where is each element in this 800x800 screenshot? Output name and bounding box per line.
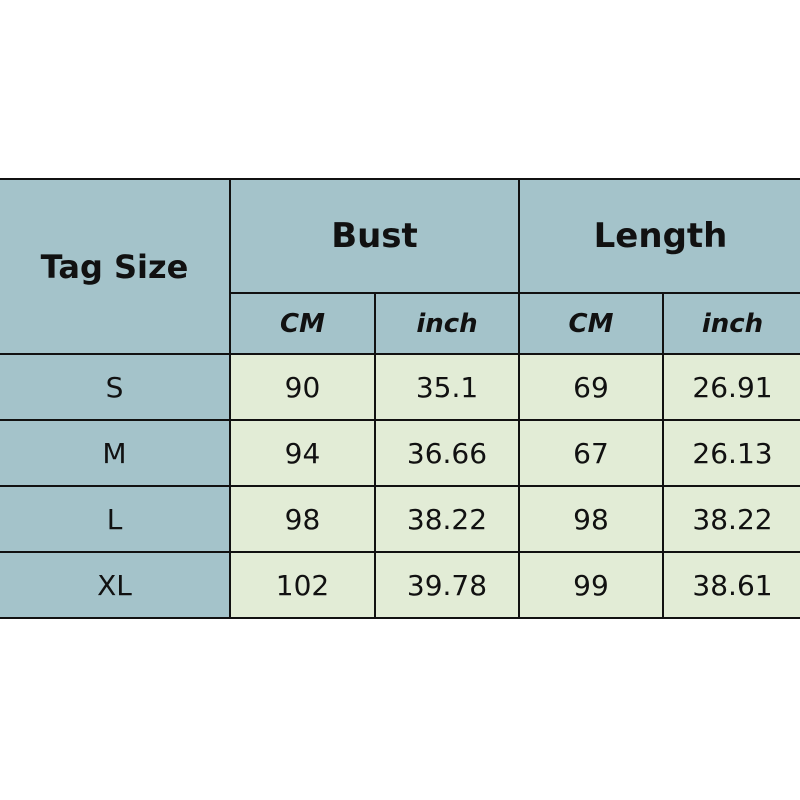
length-header: Length: [517, 178, 800, 294]
value-cell: 94: [229, 419, 376, 487]
bust-header: Bust: [229, 178, 520, 294]
value-cell: 102: [229, 551, 376, 619]
unit-header: inch: [661, 292, 800, 355]
value-cell: 39.78: [374, 551, 520, 619]
size-chart-table: Tag Size Bust Length CM inch CM inch S 9…: [0, 178, 800, 619]
value-cell: 90: [229, 353, 376, 421]
value-cell: 38.61: [661, 551, 800, 619]
size-cell: L: [0, 485, 231, 553]
unit-header: CM: [230, 292, 376, 355]
table-row: S 90 35.1 69 26.91: [0, 353, 800, 421]
size-cell: S: [0, 353, 231, 421]
value-cell: 35.1: [374, 353, 520, 421]
value-cell: 38.22: [374, 485, 520, 553]
value-cell: 98: [229, 485, 376, 553]
value-cell: 36.66: [374, 419, 520, 487]
value-cell: 99: [518, 551, 664, 619]
unit-header: CM: [518, 292, 664, 355]
tag-size-header: Tag Size: [0, 178, 231, 355]
value-cell: 26.13: [661, 419, 800, 487]
value-cell: 26.91: [661, 353, 800, 421]
table-row: L 98 38.22 98 38.22: [0, 485, 800, 553]
value-cell: 67: [518, 419, 664, 487]
table-row: XL 102 39.78 99 38.61: [0, 551, 800, 619]
size-cell: M: [0, 419, 231, 487]
table-row: M 94 36.66 67 26.13: [0, 419, 800, 487]
value-cell: 38.22: [661, 485, 800, 553]
value-cell: 98: [518, 485, 664, 553]
size-cell: XL: [0, 551, 231, 619]
value-cell: 69: [518, 353, 664, 421]
unit-header: inch: [374, 292, 520, 355]
